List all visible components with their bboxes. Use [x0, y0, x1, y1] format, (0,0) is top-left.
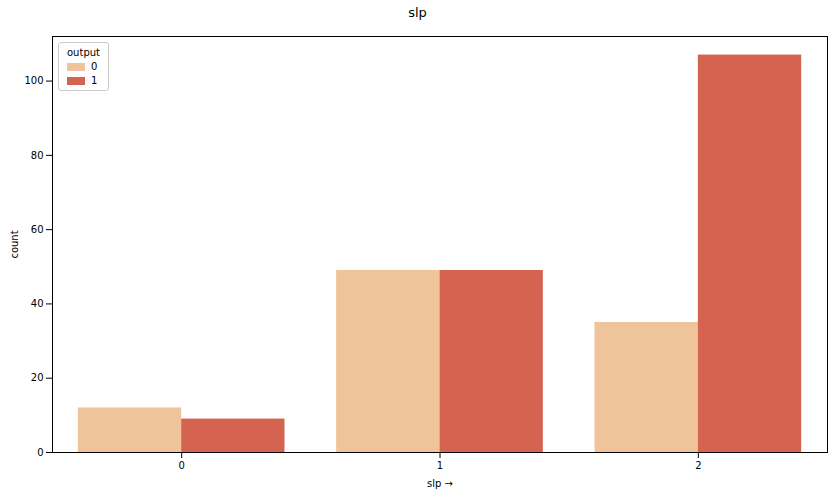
html-text:0: 0	[91, 61, 98, 72]
svg-text:40: 40	[31, 298, 44, 309]
svg-text:1: 1	[437, 460, 443, 471]
html-text:1: 1	[91, 75, 98, 86]
svg-text:0: 0	[37, 447, 43, 458]
html-text:output: output	[67, 47, 100, 58]
svg-text:100: 100	[24, 75, 43, 86]
svg-text:count: count	[9, 230, 20, 258]
svg-text:60: 60	[31, 224, 44, 235]
svg-text:slp →: slp →	[427, 478, 453, 489]
svg-text:2: 2	[695, 460, 701, 471]
svg-text:80: 80	[31, 150, 44, 161]
svg-text:0: 0	[178, 460, 184, 471]
html-text:slp: slp	[408, 5, 427, 20]
svg-text:20: 20	[31, 372, 44, 383]
